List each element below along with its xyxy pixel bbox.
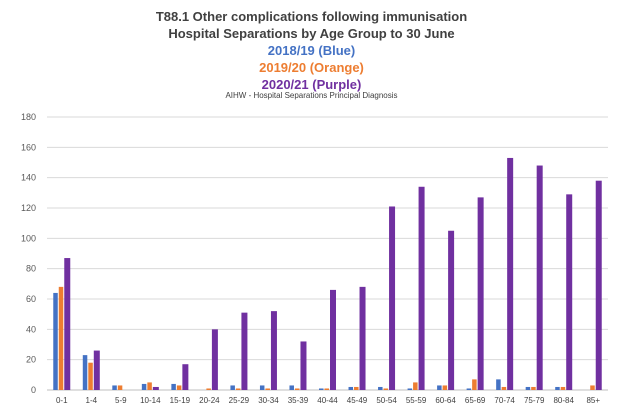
- x-tick-label-10-14: 10-14: [140, 396, 161, 405]
- y-tick-label-60: 60: [26, 294, 36, 304]
- x-tick-label-1-4: 1-4: [86, 396, 98, 405]
- bar-2018-19-80-84: [555, 386, 560, 390]
- bar-2019-20-65-69: [472, 379, 477, 390]
- legend-label-2019-20: 2019/20 (Orange): [259, 60, 364, 75]
- bar-2020-21-1-4: [93, 350, 100, 390]
- bar-2019-20-1-4: [88, 362, 93, 390]
- x-tick-label-35-39: 35-39: [288, 396, 309, 405]
- bar-2018-19-10-14: [141, 383, 147, 390]
- bar-2018-19-25-29: [230, 385, 235, 390]
- bar-2018-19-15-19: [171, 383, 176, 390]
- bar-2019-20-45-49: [354, 386, 359, 390]
- bar-2019-20-75-79: [531, 386, 536, 390]
- x-tick-label-85+: 85+: [586, 396, 600, 405]
- bar-2019-20-5-9: [117, 385, 123, 390]
- bar-2018-19-50-54: [378, 386, 383, 390]
- x-tick-label-0-1: 0-1: [56, 396, 68, 405]
- bar-2020-21-20-24: [211, 329, 218, 390]
- legend-label-2018-19: 2018/19 (Blue): [267, 43, 356, 58]
- bar-2019-20-0-1: [58, 286, 64, 390]
- x-tick-label-40-44: 40-44: [317, 396, 338, 405]
- bar-2018-19-55-59: [407, 388, 413, 390]
- y-tick-label-0: 0: [31, 385, 36, 395]
- chart-title-line-1: T88.1 Other complications following immu…: [155, 9, 468, 24]
- x-tick-label-60-64: 60-64: [435, 396, 456, 405]
- x-tick-label-70-74: 70-74: [494, 396, 515, 405]
- bar-2019-20-85+: [590, 385, 595, 390]
- bar-2019-20-70-74: [501, 386, 507, 390]
- bar-2019-20-10-14: [147, 382, 152, 390]
- x-tick-label-5-9: 5-9: [115, 396, 127, 405]
- bar-2020-21-45-49: [359, 286, 366, 390]
- bar-2018-19-75-79: [525, 386, 531, 390]
- x-tick-label-50-54: 50-54: [376, 396, 397, 405]
- bar-2020-21-35-39: [300, 341, 307, 390]
- y-tick-label-120: 120: [21, 203, 36, 213]
- bar-2018-19-65-69: [466, 388, 472, 390]
- bar-2018-19-30-34: [259, 385, 265, 390]
- bar-2018-19-1-4: [82, 355, 88, 390]
- bar-2019-20-15-19: [176, 385, 182, 390]
- y-tick-label-80: 80: [26, 264, 36, 274]
- x-tick-label-25-29: 25-29: [229, 396, 250, 405]
- chart-title-line-2: Hospital Separations by Age Group to 30 …: [168, 26, 455, 41]
- bar-2019-20-25-29: [235, 388, 241, 390]
- bar-2019-20-30-34: [265, 388, 270, 390]
- bar-2020-21-55-59: [418, 186, 425, 390]
- bar-2018-19-45-49: [348, 386, 354, 390]
- bar-2018-19-0-1: [53, 292, 58, 390]
- x-tick-label-20-24: 20-24: [199, 396, 220, 405]
- bar-2019-20-20-24: [206, 388, 211, 390]
- y-tick-label-100: 100: [21, 233, 36, 243]
- bar-2020-21-60-64: [448, 230, 455, 390]
- y-tick-label-180: 180: [21, 112, 36, 122]
- bar-2020-21-85+: [595, 180, 602, 390]
- x-tick-label-55-59: 55-59: [406, 396, 427, 405]
- x-tick-label-75-79: 75-79: [524, 396, 545, 405]
- bar-2018-19-35-39: [289, 385, 294, 390]
- bar-2018-19-5-9: [112, 385, 117, 390]
- x-tick-label-30-34: 30-34: [258, 396, 279, 405]
- y-tick-label-40: 40: [26, 324, 36, 334]
- bar-2020-21-40-44: [330, 289, 336, 390]
- x-tick-label-45-49: 45-49: [347, 396, 368, 405]
- bar-2020-21-25-29: [241, 312, 248, 390]
- bar-2019-20-55-59: [413, 382, 418, 390]
- bar-2020-21-65-69: [477, 197, 484, 390]
- legend-label-2020-21: 2020/21 (Purple): [261, 77, 362, 92]
- bar-2018-19-70-74: [496, 379, 501, 390]
- bar-2018-19-40-44: [319, 388, 324, 390]
- bar-2020-21-15-19: [182, 364, 189, 390]
- bar-2020-21-70-74: [507, 157, 514, 390]
- bar-2020-21-50-54: [389, 206, 396, 390]
- bar-2019-20-40-44: [324, 388, 329, 390]
- y-tick-label-140: 140: [21, 173, 36, 183]
- y-tick-label-20: 20: [26, 355, 36, 365]
- y-tick-label-160: 160: [21, 142, 36, 152]
- bar-2020-21-10-14: [152, 386, 159, 390]
- x-tick-label-65-69: 65-69: [465, 396, 486, 405]
- bar-2019-20-35-39: [294, 388, 300, 390]
- bar-2019-20-50-54: [383, 388, 389, 390]
- bar-2018-19-60-64: [437, 385, 442, 390]
- x-tick-label-15-19: 15-19: [170, 396, 191, 405]
- bar-2019-20-80-84: [560, 386, 566, 390]
- bar-2019-20-60-64: [442, 385, 448, 390]
- bar-2020-21-75-79: [536, 165, 543, 390]
- bar-2020-21-80-84: [566, 194, 573, 390]
- bar-2020-21-0-1: [64, 258, 71, 390]
- bar-2020-21-30-34: [270, 311, 277, 390]
- chart-subtitle: AIHW - Hospital Separations Principal Di…: [225, 91, 398, 100]
- x-tick-label-80-84: 80-84: [553, 396, 574, 405]
